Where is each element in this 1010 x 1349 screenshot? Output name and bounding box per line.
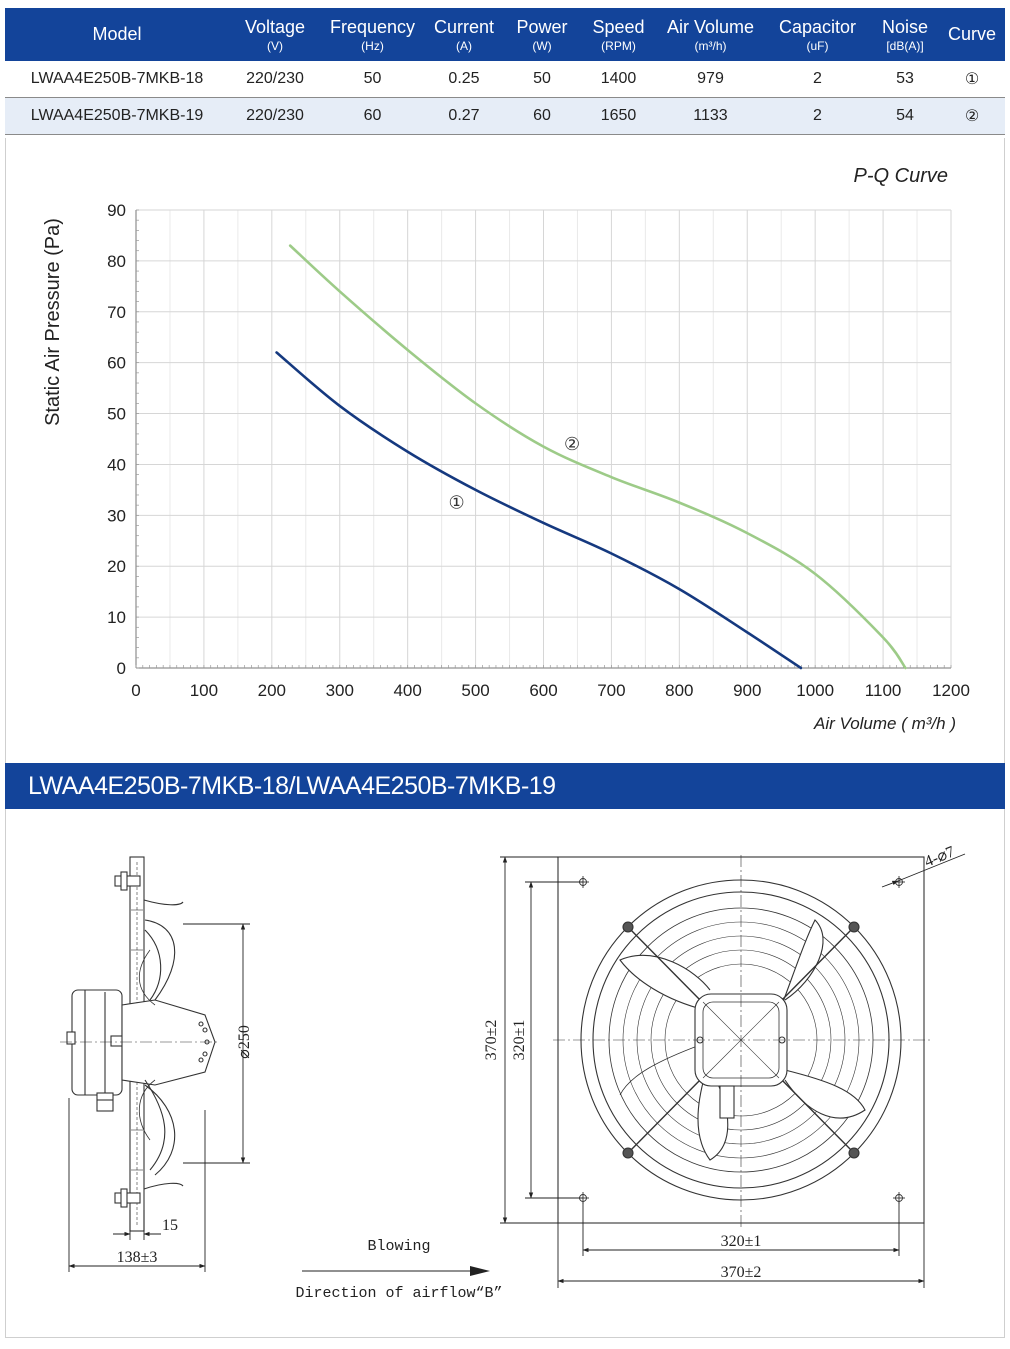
front-view-dimensions: [500, 853, 966, 1288]
cell-model: LWAA4E250B-7MKB-18: [5, 61, 229, 98]
cell-speed: 1650: [580, 97, 657, 135]
cell-curve: ②: [939, 97, 1005, 135]
airflow-direction: Direction of airflow“B”: [295, 1285, 502, 1302]
y-tick-label: 10: [107, 608, 126, 627]
spec-table: Model Voltage (V) Frequency (Hz) Current (A…: [5, 8, 1005, 135]
header-current: Current (A): [424, 8, 504, 61]
x-tick-label: 400: [393, 681, 421, 700]
cell-voltage: 220/230: [229, 61, 321, 98]
dim-mounting-holes: 4-⌀7: [922, 843, 957, 870]
header-frequency: Frequency (Hz): [321, 8, 424, 61]
chart-panel-border: [5, 138, 1005, 763]
dim-fan-diameter: ⌀250: [236, 1025, 253, 1059]
cell-model: LWAA4E250B-7MKB-19: [5, 97, 229, 135]
cell-current: 0.27: [424, 97, 504, 135]
cell-power: 50: [504, 61, 580, 98]
y-tick-label: 30: [107, 506, 126, 525]
x-tick-label: 0: [131, 681, 140, 700]
curve-label-1: ①: [448, 493, 464, 514]
x-tick-label: 300: [326, 681, 354, 700]
header-air-volume: Air Volume (m³/h): [657, 8, 764, 61]
header-noise: Noise [dB(A)]: [871, 8, 939, 61]
header-capacitor: Capacitor (uF): [764, 8, 871, 61]
pq-curve-1: [275, 351, 803, 670]
header-power: Power (W): [504, 8, 580, 61]
dim-height-outer: 370±2: [483, 1020, 500, 1061]
chart-title: P-Q Curve: [854, 165, 948, 187]
y-tick-label: 60: [107, 354, 126, 373]
screw-top-left: [622, 921, 634, 933]
dimension-drawing: ⌀250 138±3 15 Blowing Direction of airfl…: [60, 843, 966, 1302]
cell-power: 60: [504, 97, 580, 135]
cell-current: 0.25: [424, 61, 504, 98]
dim-flange: 15: [162, 1217, 178, 1234]
y-tick-label: 40: [107, 455, 126, 474]
cell-frequency: 60: [321, 97, 424, 135]
pq-chart: 0 100 200 300 400 500 600 700 800 900 1000 1100 1200…: [42, 165, 970, 733]
x-tick-label: 700: [597, 681, 625, 700]
x-tick-label: 600: [529, 681, 557, 700]
table-row: LWAA4E250B-7MKB-18 220/230 50 0.25 50 14…: [5, 61, 1005, 98]
y-tick-label: 70: [107, 303, 126, 322]
x-tick-label: 1100: [865, 681, 902, 700]
cell-capacitor: 2: [764, 61, 871, 98]
cell-noise: 54: [871, 97, 939, 135]
side-view: [60, 856, 220, 1232]
table-row: LWAA4E250B-7MKB-19 220/230 60 0.27 60 16…: [5, 97, 1005, 135]
airflow-indicator: Blowing Direction of airflow“B”: [295, 1238, 502, 1302]
cell-speed: 1400: [580, 61, 657, 98]
x-tick-label: 500: [461, 681, 489, 700]
cell-curve: ①: [939, 61, 1005, 98]
dim-height-inner: 320±1: [511, 1020, 528, 1061]
x-tick-label: 800: [665, 681, 693, 700]
chart-x-axis-label: Air Volume ( m³/h ): [813, 714, 956, 733]
chart-y-axis-label: Static Air Pressure (Pa): [42, 218, 64, 426]
x-tick-label: 1000: [796, 681, 834, 700]
dim-width-inner: 320±1: [721, 1233, 762, 1250]
chart-ticks: 0 100 200 300 400 500 600 700 800 900 1000 1100 1200…: [107, 201, 970, 700]
spec-table-header-row: Model Voltage (V) Frequency (Hz) Current (A…: [5, 8, 1005, 61]
cell-noise: 53: [871, 61, 939, 98]
cell-air-volume: 1133: [657, 97, 764, 135]
header-model: Model: [5, 8, 229, 61]
model-banner: LWAA4E250B-7MKB-18/LWAA4E250B-7MKB-19: [5, 763, 1005, 809]
front-cable-gland: [719, 1085, 735, 1119]
cell-voltage: 220/230: [229, 97, 321, 135]
dim-width-outer: 370±2: [721, 1264, 762, 1281]
side-view-dimensions: [68, 923, 250, 1272]
airflow-label: Blowing: [367, 1238, 430, 1255]
curve-label-2: ②: [564, 434, 580, 455]
cell-frequency: 50: [321, 61, 424, 98]
screw-top-right: [848, 921, 860, 933]
x-tick-label: 900: [733, 681, 761, 700]
y-tick-label: 20: [107, 557, 126, 576]
y-tick-label: 80: [107, 252, 126, 271]
x-tick-label: 100: [190, 681, 218, 700]
cable-gland: [96, 1092, 114, 1112]
screw-bottom-right: [848, 1147, 860, 1159]
front-view: [553, 855, 930, 1228]
y-tick-label: 0: [117, 659, 126, 678]
header-curve: Curve: [939, 8, 1005, 61]
dim-depth: 138±3: [117, 1249, 158, 1266]
header-speed: Speed (RPM): [580, 8, 657, 61]
cell-air-volume: 979: [657, 61, 764, 98]
y-tick-label: 90: [107, 201, 126, 220]
chart-series: ①②: [275, 244, 907, 670]
screw-bottom-left: [622, 1147, 634, 1159]
chart-axes: [135, 209, 952, 669]
x-tick-label: 1200: [932, 681, 970, 700]
banner-title: LWAA4E250B-7MKB-18/LWAA4E250B-7MKB-19: [28, 772, 556, 800]
header-voltage: Voltage (V): [229, 8, 321, 61]
chart-grid: [135, 209, 952, 669]
pq-curve-2: [288, 244, 907, 670]
cell-capacitor: 2: [764, 97, 871, 135]
drawing-panel-border: [5, 809, 1005, 1338]
x-tick-label: 200: [258, 681, 286, 700]
y-tick-label: 50: [107, 405, 126, 424]
